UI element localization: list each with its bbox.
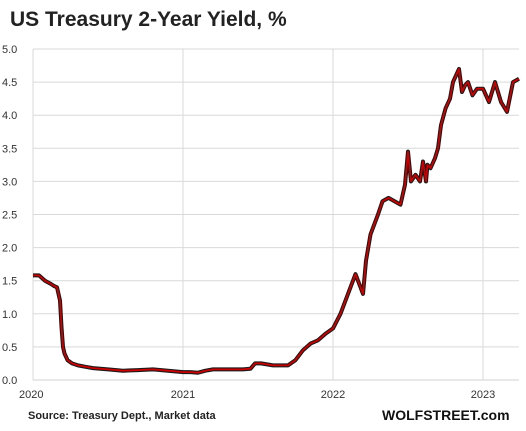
series-line	[33, 68, 520, 374]
x-tick-label: 2020	[19, 389, 43, 401]
x-tick-label: 2022	[321, 389, 345, 401]
chart-title: US Treasury 2-Year Yield, %	[10, 8, 287, 31]
y-tick-label: 0.0	[2, 375, 17, 387]
y-tick-label: 3.5	[2, 143, 17, 155]
series-line-outline	[33, 66, 520, 375]
y-tick-label: 0.5	[2, 342, 17, 354]
y-tick-label: 4.5	[2, 77, 17, 89]
x-axis: 2020 2021 2022 2023	[19, 389, 495, 401]
brand-label: WOLFSTREET.com	[382, 407, 510, 423]
y-tick-label: 4.0	[2, 110, 17, 122]
y-tick-label: 2.0	[2, 243, 17, 255]
y-tick-label: 1.0	[2, 309, 17, 321]
x-tick-label: 2023	[471, 389, 495, 401]
y-tick-label: 5.0	[2, 44, 17, 56]
y-axis: 0.0 0.5 1.0 1.5 2.0 2.5 3.0 3.5 4.0 4.5 5.0	[2, 44, 17, 387]
grid-lines	[32, 48, 519, 381]
y-tick-label: 1.5	[2, 276, 17, 288]
series-group	[33, 66, 520, 375]
y-tick-label: 3.0	[2, 176, 17, 188]
y-tick-label: 2.5	[2, 210, 17, 222]
source-label: Source: Treasury Dept., Market data	[28, 410, 217, 422]
x-tick-label: 2021	[171, 389, 195, 401]
